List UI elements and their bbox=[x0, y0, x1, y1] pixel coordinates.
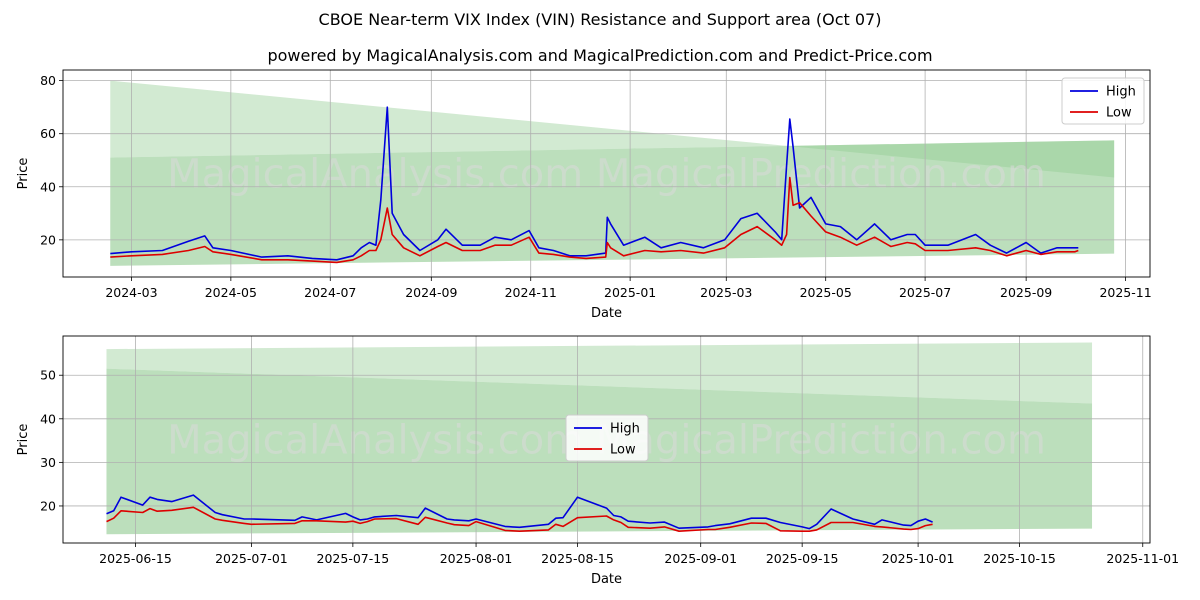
legend-label-high: High bbox=[1106, 85, 1136, 100]
x-tick-label: 2024-11 bbox=[505, 285, 557, 300]
legend-label-high: High bbox=[610, 422, 640, 437]
x-tick-label: 2025-10-01 bbox=[882, 551, 955, 566]
x-tick-label: 2025-09-01 bbox=[664, 551, 737, 566]
x-tick-label: 2025-06-15 bbox=[99, 551, 172, 566]
bottom-plot: MagicalAnalysis.com MagicalPrediction.co… bbox=[16, 335, 1179, 587]
x-tick-label: 2025-09 bbox=[1000, 285, 1052, 300]
x-tick-label: 2025-03 bbox=[700, 285, 752, 300]
plot-frame bbox=[62, 335, 1151, 544]
series-line-high bbox=[106, 494, 933, 530]
x-tick-label: 2025-05 bbox=[800, 285, 852, 300]
y-axis-label: Price bbox=[16, 424, 31, 456]
series-line-low bbox=[110, 176, 1079, 264]
y-tick-label: 60 bbox=[40, 126, 56, 141]
x-tick-label: 2024-09 bbox=[405, 285, 457, 300]
legend: High Low bbox=[1061, 77, 1145, 125]
x-tick-label: 2024-05 bbox=[205, 285, 257, 300]
x-tick-label: 2025-11 bbox=[1099, 285, 1151, 300]
y-axis-label: Price bbox=[16, 158, 31, 190]
y-tick-label: 40 bbox=[40, 179, 56, 194]
y-tick-label: 50 bbox=[40, 368, 56, 383]
chart-subtitle: powered by MagicalAnalysis.com and Magic… bbox=[267, 46, 932, 65]
y-tick-label: 20 bbox=[40, 498, 56, 513]
legend: High Low bbox=[565, 414, 649, 462]
x-tick-label: 2025-07-15 bbox=[317, 551, 390, 566]
x-tick-label: 2025-07 bbox=[899, 285, 951, 300]
x-tick-label: 2024-03 bbox=[105, 285, 157, 300]
x-tick-label: 2025-11-01 bbox=[1106, 551, 1179, 566]
x-tick-label: 2024-07 bbox=[304, 285, 356, 300]
x-tick-label: 2025-08-15 bbox=[541, 551, 614, 566]
x-axis-label: Date bbox=[591, 306, 622, 321]
legend-label-low: Low bbox=[1106, 106, 1132, 121]
y-tick-label: 40 bbox=[40, 411, 56, 426]
legend-label-low: Low bbox=[610, 443, 636, 458]
x-tick-label: 2025-08-01 bbox=[440, 551, 513, 566]
x-tick-label: 2025-07-01 bbox=[215, 551, 288, 566]
y-tick-label: 20 bbox=[40, 232, 56, 247]
series-line-low bbox=[106, 506, 933, 533]
top-plot: MagicalAnalysis.com MagicalPrediction.co… bbox=[16, 69, 1152, 321]
watermark-text: MagicalAnalysis.com MagicalPrediction.co… bbox=[167, 152, 1046, 198]
series-line-high bbox=[110, 106, 1079, 261]
x-tick-label: 2025-10-15 bbox=[983, 551, 1056, 566]
x-axis-label: Date bbox=[591, 572, 622, 587]
plot-frame bbox=[62, 69, 1151, 278]
x-tick-label: 2025-09-15 bbox=[766, 551, 839, 566]
y-tick-label: 80 bbox=[40, 73, 56, 88]
y-tick-label: 30 bbox=[40, 455, 56, 470]
chart-title: CBOE Near-term VIX Index (VIN) Resistanc… bbox=[319, 10, 882, 29]
x-tick-label: 2025-01 bbox=[604, 285, 656, 300]
